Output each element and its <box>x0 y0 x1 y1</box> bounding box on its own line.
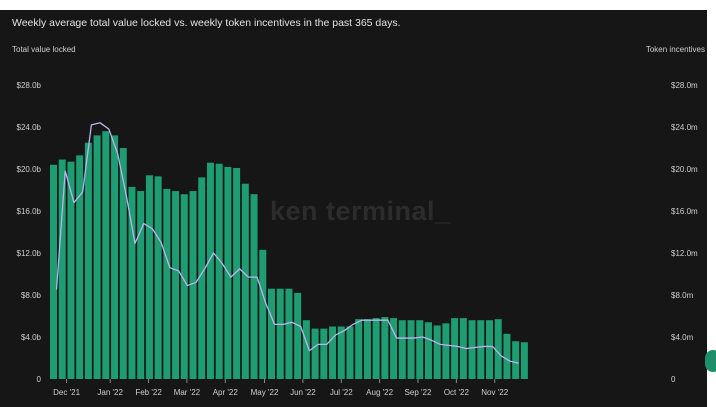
tvl-bar[interactable] <box>372 318 380 379</box>
tvl-bar[interactable] <box>102 131 110 379</box>
left-tick-label: $24.0b <box>17 123 42 132</box>
tvl-bar[interactable] <box>302 320 310 379</box>
tvl-bar[interactable] <box>416 320 424 379</box>
left-axis-title: Total value locked <box>12 45 76 54</box>
tvl-bar[interactable] <box>398 320 406 379</box>
tvl-bar[interactable] <box>424 322 432 379</box>
tvl-bar[interactable] <box>76 155 84 379</box>
right-axis-title: Token incentives <box>645 45 705 54</box>
x-tick-label: Jan '22 <box>97 388 123 397</box>
tvl-bar[interactable] <box>329 326 337 380</box>
tvl-bar[interactable] <box>494 319 502 379</box>
tvl-bar[interactable] <box>58 159 66 379</box>
tvl-bar[interactable] <box>459 318 467 379</box>
tvl-bar[interactable] <box>512 341 520 379</box>
x-tick-label: Dec '21 <box>53 388 80 397</box>
tvl-bar[interactable] <box>250 194 258 379</box>
chart-title: Weekly average total value locked vs. we… <box>12 17 401 29</box>
tvl-bar[interactable] <box>198 177 206 379</box>
tvl-bar[interactable] <box>84 142 92 379</box>
tvl-bar[interactable] <box>320 328 328 379</box>
tvl-bar[interactable] <box>276 288 284 379</box>
tvl-bar[interactable] <box>468 320 476 379</box>
tvl-bar[interactable] <box>285 288 293 379</box>
x-tick-label: Feb '22 <box>135 388 162 397</box>
tvl-bar[interactable] <box>50 164 57 379</box>
tvl-bar[interactable] <box>137 191 145 379</box>
right-tick-label: $4.0m <box>671 333 694 342</box>
left-axis-ticks: 0 $4.0b $8.0b $12.0b $16.0b $20.0b $24.0b $28.0… <box>17 81 42 384</box>
tvl-bar[interactable] <box>442 323 450 379</box>
tvl-bar[interactable] <box>337 326 345 380</box>
left-tick-label: $20.0b <box>17 165 42 174</box>
tvl-bar[interactable] <box>67 161 75 379</box>
right-tick-label: $16.0m <box>671 207 698 216</box>
tvl-bar[interactable] <box>311 328 319 379</box>
tvl-bar[interactable] <box>128 186 136 379</box>
incentives-line <box>55 122 519 364</box>
tvl-bar[interactable] <box>233 167 241 379</box>
tvl-bar[interactable] <box>381 317 389 379</box>
tvl-bar[interactable] <box>215 163 223 379</box>
watermark: ken terminal_ <box>270 196 451 226</box>
tvl-bar[interactable] <box>407 320 415 379</box>
tvl-bar[interactable] <box>172 191 180 379</box>
tvl-bar[interactable] <box>294 292 302 379</box>
x-tick-label: May '22 <box>251 388 279 397</box>
tvl-bar[interactable] <box>477 320 485 379</box>
tvl-bar[interactable] <box>259 249 267 379</box>
right-axis-ticks: 0 $4.0m $8.0m $12.0m $16.0m $20.0m $24.0m $28.0… <box>671 81 698 384</box>
right-tick-label: $20.0m <box>671 165 698 174</box>
x-tick-label: Nov '22 <box>481 388 508 397</box>
tvl-bar[interactable] <box>241 183 249 379</box>
right-tick-label: 0 <box>671 375 676 384</box>
x-tick-label: Mar '22 <box>174 388 201 397</box>
tvl-bar[interactable] <box>206 162 214 379</box>
tvl-bar[interactable] <box>390 318 398 379</box>
x-tick-label: Sep '22 <box>405 388 432 397</box>
tvl-bar[interactable] <box>503 333 511 379</box>
x-tick-label: Jun '22 <box>290 388 316 397</box>
chart-panel: Weekly average total value locked vs. we… <box>0 10 707 407</box>
left-tick-label: $4.0b <box>21 333 42 342</box>
tvl-bar[interactable] <box>163 188 171 379</box>
right-tick-label: $28.0m <box>671 81 698 90</box>
tvl-bar[interactable] <box>93 135 101 379</box>
tvl-bar[interactable] <box>189 191 197 379</box>
left-tick-label: 0 <box>37 375 42 384</box>
tvl-bar[interactable] <box>451 318 459 379</box>
tvl-bar[interactable] <box>145 175 153 379</box>
x-tick-label: Jul '22 <box>330 388 353 397</box>
tvl-bar[interactable] <box>346 326 354 380</box>
tvl-bar[interactable] <box>520 342 528 379</box>
tvl-bar[interactable] <box>486 320 493 379</box>
tvl-bar[interactable] <box>268 288 275 379</box>
right-tick-label: $12.0m <box>671 249 698 258</box>
tvl-bars <box>50 131 528 379</box>
combo-chart: 0 $4.0b $8.0b $12.0b $16.0b $20.0b $24.0b $28.0… <box>17 81 698 397</box>
x-tick-label: Aug '22 <box>366 388 393 397</box>
right-tick-label: $8.0m <box>671 291 694 300</box>
tvl-bar[interactable] <box>111 135 119 379</box>
right-tick-label: $24.0m <box>671 123 698 132</box>
x-tick-label: Apr '22 <box>213 388 239 397</box>
x-axis-ticks: Dec '21 Jan '22 Feb '22 Mar '22 Apr '22 May '… <box>53 379 509 397</box>
tvl-bar[interactable] <box>363 319 371 379</box>
tvl-bar[interactable] <box>154 176 162 379</box>
tvl-bar[interactable] <box>180 194 188 379</box>
left-tick-label: $8.0b <box>21 291 42 300</box>
chat-bubble-edge[interactable] <box>705 350 716 372</box>
tvl-bar[interactable] <box>355 319 363 379</box>
tvl-bar[interactable] <box>119 148 127 379</box>
left-tick-label: $28.0b <box>17 81 42 90</box>
left-tick-label: $12.0b <box>17 249 42 258</box>
left-tick-label: $16.0b <box>17 207 42 216</box>
incentives-line-path[interactable] <box>55 122 519 364</box>
tvl-bar[interactable] <box>433 325 441 379</box>
x-tick-label: Oct '22 <box>444 388 470 397</box>
